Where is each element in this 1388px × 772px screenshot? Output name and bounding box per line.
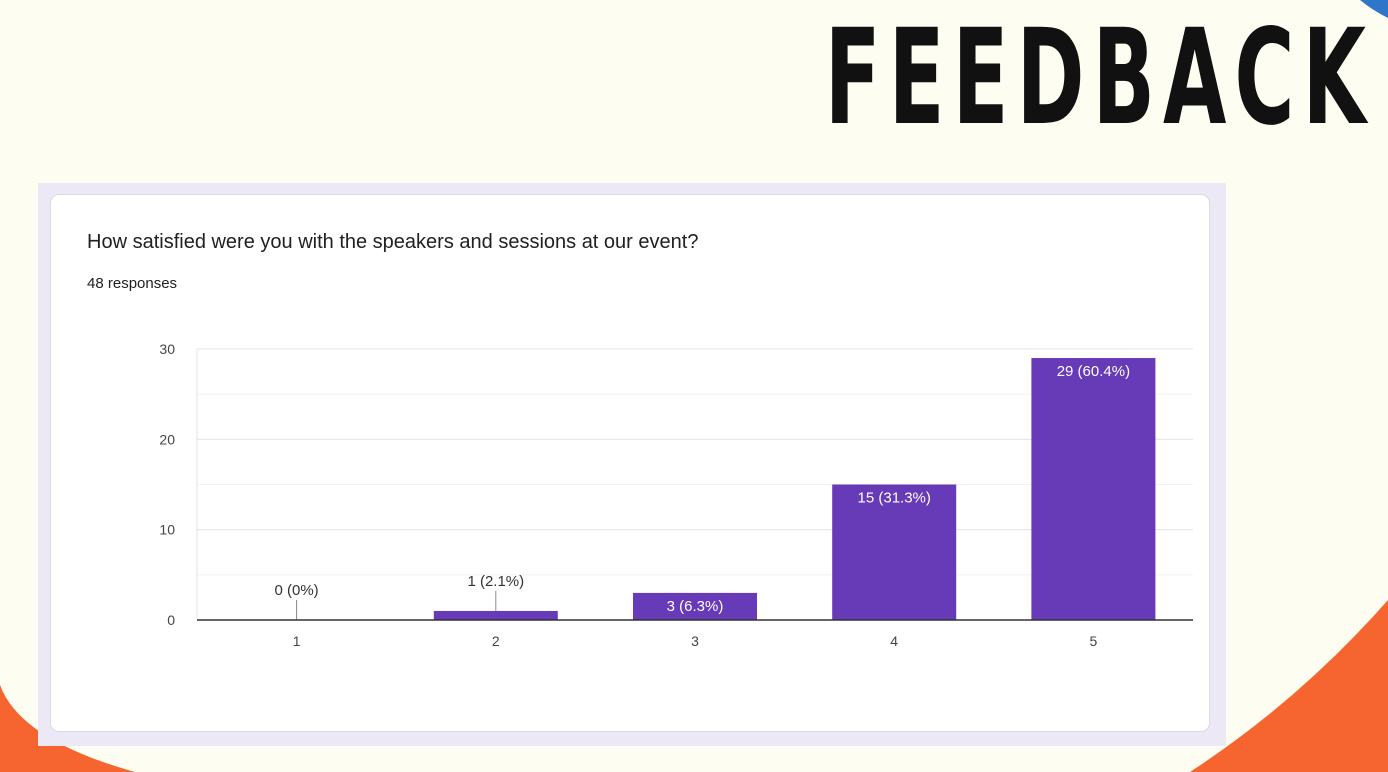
bar-4 bbox=[832, 484, 957, 620]
slide-title: FEEDBACK bbox=[824, 1, 1374, 155]
y-tick-label: 30 bbox=[159, 341, 175, 357]
x-tick-label: 3 bbox=[691, 633, 699, 649]
orange-swoosh-left bbox=[0, 685, 135, 772]
x-tick-label: 4 bbox=[890, 633, 898, 649]
question-title: How satisfied were you with the speakers… bbox=[87, 231, 699, 253]
y-tick-label: 10 bbox=[159, 522, 175, 538]
data-label: 0 (0%) bbox=[275, 582, 319, 599]
orange-swoosh-right bbox=[1190, 600, 1388, 772]
question-card: How satisfied were you with the speakers… bbox=[50, 194, 1210, 732]
data-label: 15 (31.3%) bbox=[858, 490, 931, 507]
bar-2 bbox=[433, 610, 558, 620]
data-label: 29 (60.4%) bbox=[1057, 363, 1130, 380]
bar-chart: 0 10 20 30 0 (0%) 1 1 (2.1%) 2 3 (6.3%) 3 15 (31.3… bbox=[159, 341, 1193, 649]
y-tick-label: 20 bbox=[159, 431, 175, 447]
bar-5 bbox=[1031, 358, 1156, 620]
y-tick-label: 0 bbox=[167, 612, 175, 628]
data-label: 3 (6.3%) bbox=[667, 598, 724, 615]
x-tick-label: 1 bbox=[293, 633, 301, 649]
response-count: 48 responses bbox=[87, 275, 178, 292]
data-label: 1 (2.1%) bbox=[467, 573, 524, 590]
x-tick-label: 5 bbox=[1090, 633, 1098, 649]
x-tick-label: 2 bbox=[492, 633, 500, 649]
bar-3 bbox=[633, 592, 757, 620]
blue-corner-shape bbox=[1360, 0, 1388, 18]
